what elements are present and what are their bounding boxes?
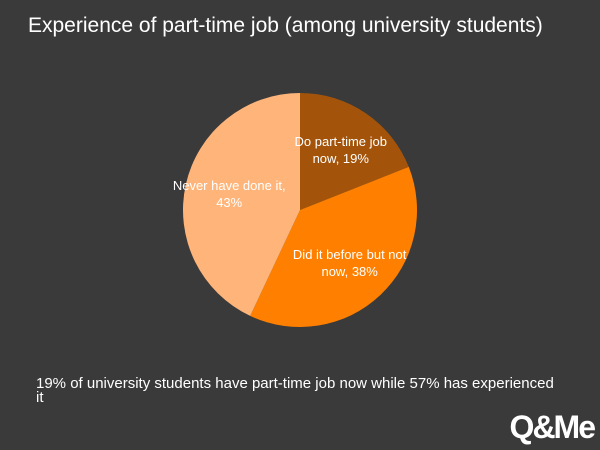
slice-label: Did it before but not now, 38%	[292, 246, 407, 279]
pie-slice	[300, 93, 409, 210]
chart-title: Experience of part-time job (among unive…	[28, 14, 543, 37]
slice-label: Do part-time job now, 19%	[294, 134, 387, 166]
pie-slice	[250, 166, 417, 328]
logo: Q&Me	[509, 409, 596, 445]
pie-slice	[182, 93, 300, 316]
slice-label: Never have done it, 43%	[172, 178, 286, 211]
footnote: 19% of university students have part-tim…	[36, 375, 554, 406]
